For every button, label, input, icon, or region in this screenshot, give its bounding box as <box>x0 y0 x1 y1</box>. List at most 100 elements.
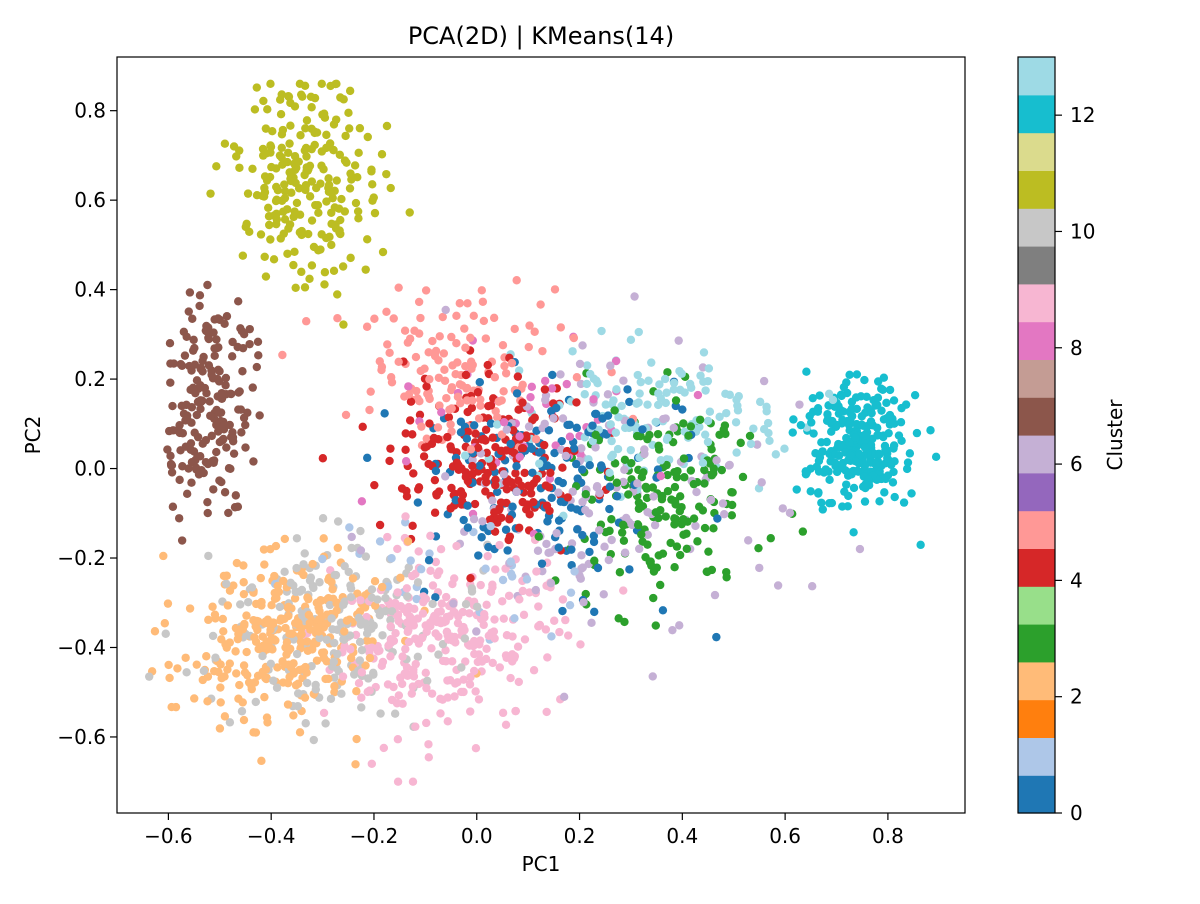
data-point <box>542 501 552 510</box>
data-point <box>610 459 620 468</box>
data-point <box>873 423 882 433</box>
y-tick-label: 0.0 <box>74 457 106 481</box>
data-point <box>478 297 488 306</box>
data-point <box>346 581 355 590</box>
data-point <box>502 425 512 434</box>
data-point <box>498 597 507 606</box>
data-point <box>355 607 365 616</box>
data-point <box>366 387 375 396</box>
data-point <box>873 393 883 402</box>
data-point <box>853 466 862 476</box>
data-point <box>398 652 407 661</box>
data-point <box>511 469 520 478</box>
data-point <box>679 419 688 428</box>
data-point <box>441 592 451 602</box>
data-point <box>780 444 789 453</box>
data-point <box>722 408 731 418</box>
data-point <box>522 431 531 440</box>
data-point <box>239 413 249 423</box>
data-point <box>331 220 340 229</box>
data-point <box>311 680 320 690</box>
data-point <box>501 525 511 534</box>
data-point <box>818 447 827 456</box>
data-point <box>434 632 443 641</box>
data-point <box>620 465 629 474</box>
data-point <box>430 508 440 517</box>
data-point <box>179 327 189 336</box>
data-point <box>266 141 275 150</box>
data-point <box>174 514 184 523</box>
data-point <box>418 609 428 618</box>
data-point <box>241 420 250 430</box>
data-point <box>814 456 824 466</box>
data-point <box>499 418 509 427</box>
y-tick-label: −0.6 <box>57 725 106 749</box>
data-point <box>401 445 410 455</box>
data-point <box>317 79 326 89</box>
data-point <box>509 426 518 435</box>
data-point <box>877 406 886 415</box>
data-point <box>305 576 315 585</box>
data-point <box>486 521 495 531</box>
data-point <box>163 445 172 454</box>
data-point <box>363 132 372 142</box>
data-point <box>579 597 588 607</box>
data-point <box>849 528 858 537</box>
data-point <box>414 483 424 492</box>
data-point <box>518 497 527 507</box>
data-point <box>417 422 426 431</box>
data-point <box>449 599 458 608</box>
data-point <box>402 584 412 593</box>
data-point <box>452 339 461 348</box>
data-point <box>455 380 465 389</box>
data-point <box>354 679 364 688</box>
data-point <box>824 389 834 398</box>
data-point <box>531 435 541 444</box>
data-point <box>341 131 350 141</box>
data-point <box>322 657 331 666</box>
data-point <box>518 444 528 453</box>
data-point <box>592 482 602 491</box>
data-point <box>282 205 292 214</box>
data-point <box>365 686 374 695</box>
data-point <box>563 493 572 502</box>
data-point <box>204 615 213 625</box>
data-point <box>182 400 191 410</box>
data-point <box>365 405 374 415</box>
data-point <box>644 376 653 385</box>
data-point <box>679 530 688 539</box>
data-point <box>346 645 355 654</box>
data-point <box>713 514 722 523</box>
data-point <box>474 414 484 423</box>
data-point <box>578 465 587 474</box>
data-point <box>477 533 486 542</box>
data-point <box>393 612 402 621</box>
data-point <box>722 567 731 577</box>
data-point <box>792 485 801 494</box>
data-point <box>624 490 633 499</box>
data-point <box>176 446 185 455</box>
data-point <box>308 559 317 569</box>
data-point <box>204 551 213 561</box>
data-point <box>507 572 517 581</box>
data-point <box>425 394 434 404</box>
data-point <box>448 636 457 645</box>
data-point <box>300 283 310 292</box>
data-point <box>178 462 187 471</box>
data-point <box>421 668 430 678</box>
data-point <box>526 489 536 498</box>
colorbar-tick-label: 0 <box>1070 801 1083 825</box>
data-point <box>626 335 636 345</box>
data-point <box>220 488 230 497</box>
data-point <box>266 148 275 157</box>
data-point <box>491 481 500 490</box>
data-point <box>240 619 249 629</box>
data-point <box>506 439 515 449</box>
data-point <box>423 676 432 686</box>
data-point <box>557 436 566 446</box>
data-point <box>406 397 416 406</box>
colorbar-segment <box>1018 435 1055 474</box>
data-point <box>257 756 266 766</box>
data-point <box>258 144 268 154</box>
data-point <box>590 607 599 617</box>
